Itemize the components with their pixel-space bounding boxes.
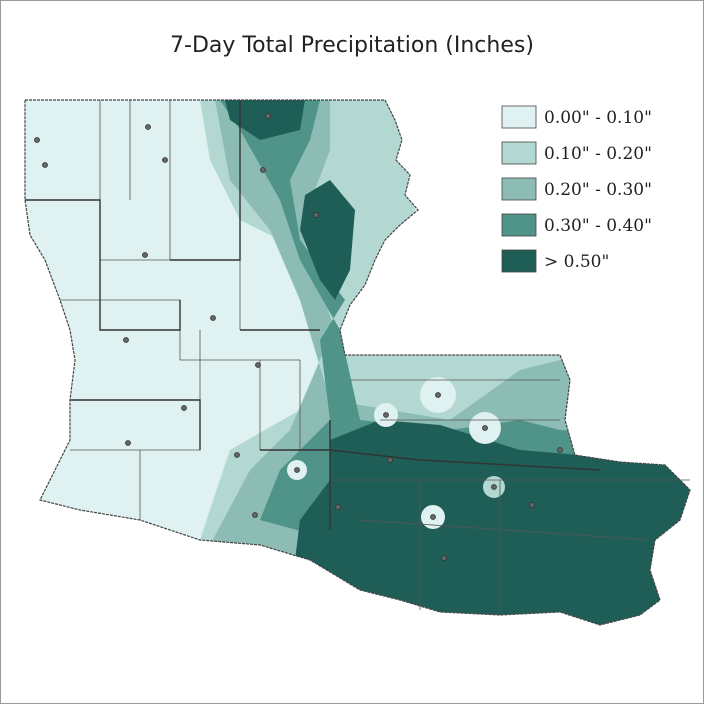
zone	[225, 100, 690, 625]
legend-label: > 0.50"	[544, 252, 609, 272]
parish-lines	[24, 99, 691, 626]
legend-swatch	[501, 213, 537, 237]
legend-label: 0.20" - 0.30"	[544, 180, 652, 200]
legend: 0.00" - 0.10" 0.10" - 0.20" 0.20" - 0.30" 0…	[501, 105, 652, 273]
legend-label: 0.10" - 0.20"	[544, 144, 652, 164]
stations	[34, 113, 563, 561]
legend-label: 0.00" - 0.10"	[544, 108, 652, 128]
legend-swatch	[501, 105, 537, 129]
legend-swatch	[501, 141, 537, 165]
legend-swatch	[501, 177, 537, 201]
legend-swatch	[501, 249, 537, 273]
legend-label: 0.30" - 0.40"	[544, 216, 652, 236]
map-title: 7-Day Total Precipitation (Inches)	[170, 33, 534, 58]
